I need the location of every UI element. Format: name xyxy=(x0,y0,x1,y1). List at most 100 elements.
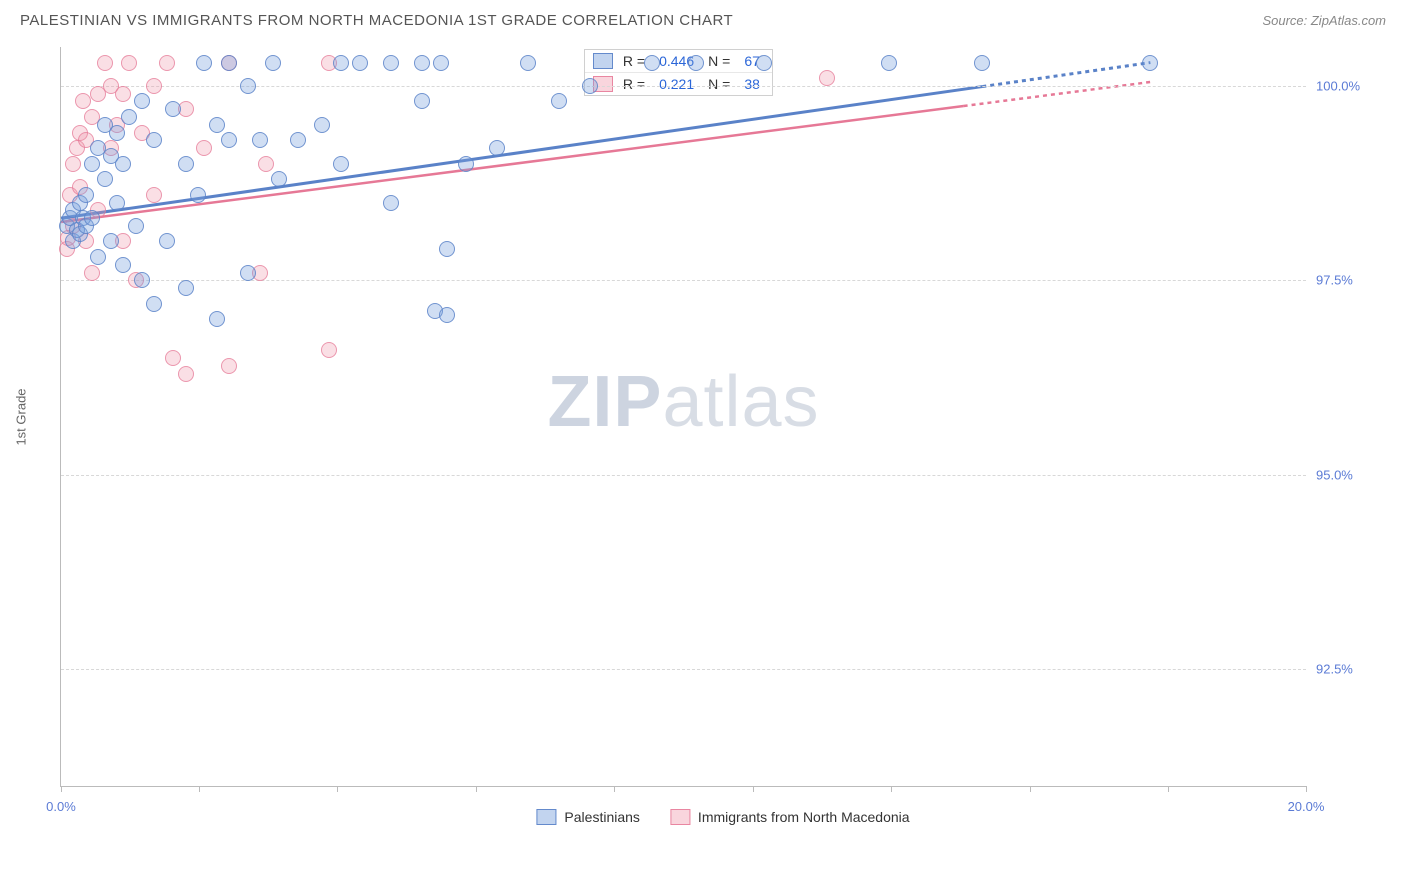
data-point xyxy=(688,55,704,71)
data-point xyxy=(271,171,287,187)
correlation-row: R =0.221N =38 xyxy=(585,72,772,95)
correlation-legend: R =0.446N =67R =0.221N =38 xyxy=(584,49,773,96)
data-point xyxy=(178,280,194,296)
data-point xyxy=(352,55,368,71)
data-point xyxy=(165,350,181,366)
data-point xyxy=(209,117,225,133)
data-point xyxy=(414,55,430,71)
data-point xyxy=(819,70,835,86)
data-point xyxy=(1142,55,1158,71)
trend-lines xyxy=(61,47,1306,786)
data-point xyxy=(489,140,505,156)
y-tick-label: 95.0% xyxy=(1316,467,1376,482)
data-point xyxy=(75,93,91,109)
r-label: R = xyxy=(623,53,645,69)
data-point xyxy=(97,55,113,71)
data-point xyxy=(439,241,455,257)
chart-title: PALESTINIAN VS IMMIGRANTS FROM NORTH MAC… xyxy=(20,12,733,29)
data-point xyxy=(134,272,150,288)
plot-region: ZIPatlas 1st Grade R =0.446N =67R =0.221… xyxy=(60,47,1306,787)
data-point xyxy=(321,342,337,358)
data-point xyxy=(333,156,349,172)
data-point xyxy=(551,93,567,109)
data-point xyxy=(115,257,131,273)
data-point xyxy=(109,195,125,211)
data-point xyxy=(121,55,137,71)
x-tick-label: 0.0% xyxy=(46,799,76,814)
chart-area: ZIPatlas 1st Grade R =0.446N =67R =0.221… xyxy=(60,37,1386,827)
x-tick xyxy=(1168,786,1169,792)
data-point xyxy=(252,132,268,148)
y-tick-label: 92.5% xyxy=(1316,662,1376,677)
data-point xyxy=(115,156,131,172)
series-legend: Palestinians Immigrants from North Macedo… xyxy=(536,809,909,825)
data-point xyxy=(146,187,162,203)
data-point xyxy=(103,233,119,249)
data-point xyxy=(333,55,349,71)
data-point xyxy=(314,117,330,133)
data-point xyxy=(265,55,281,71)
data-point xyxy=(258,156,274,172)
r-value: 0.221 xyxy=(655,76,698,92)
data-point xyxy=(221,132,237,148)
data-point xyxy=(128,218,144,234)
data-point xyxy=(90,249,106,265)
data-point xyxy=(433,55,449,71)
x-tick xyxy=(1030,786,1031,792)
data-point xyxy=(221,358,237,374)
data-point xyxy=(221,55,237,71)
y-tick-label: 97.5% xyxy=(1316,273,1376,288)
legend-label: Palestinians xyxy=(564,809,640,825)
n-label: N = xyxy=(708,53,730,69)
legend-item: Immigrants from North Macedonia xyxy=(670,809,910,825)
data-point xyxy=(97,171,113,187)
data-point xyxy=(582,78,598,94)
data-point xyxy=(159,55,175,71)
data-point xyxy=(383,195,399,211)
x-tick xyxy=(476,786,477,792)
data-point xyxy=(146,78,162,94)
correlation-row: R =0.446N =67 xyxy=(585,50,772,72)
legend-item: Palestinians xyxy=(536,809,640,825)
x-tick xyxy=(61,786,62,792)
data-point xyxy=(196,140,212,156)
chart-source: Source: ZipAtlas.com xyxy=(1262,13,1386,28)
chart-header: PALESTINIAN VS IMMIGRANTS FROM NORTH MAC… xyxy=(0,0,1406,37)
x-tick xyxy=(199,786,200,792)
data-point xyxy=(165,101,181,117)
y-axis-label: 1st Grade xyxy=(14,388,29,445)
legend-swatch xyxy=(593,53,613,69)
data-point xyxy=(458,156,474,172)
x-tick xyxy=(337,786,338,792)
data-point xyxy=(178,366,194,382)
data-point xyxy=(78,187,94,203)
data-point xyxy=(209,311,225,327)
y-tick-label: 100.0% xyxy=(1316,78,1376,93)
data-point xyxy=(178,156,194,172)
data-point xyxy=(84,156,100,172)
data-point xyxy=(756,55,772,71)
x-tick xyxy=(614,786,615,792)
data-point xyxy=(383,55,399,71)
legend-label: Immigrants from North Macedonia xyxy=(698,809,910,825)
data-point xyxy=(84,265,100,281)
legend-swatch xyxy=(670,809,690,825)
data-point xyxy=(439,307,455,323)
data-point xyxy=(109,125,125,141)
gridline xyxy=(61,475,1306,476)
data-point xyxy=(290,132,306,148)
data-point xyxy=(190,187,206,203)
data-point xyxy=(84,210,100,226)
x-tick xyxy=(753,786,754,792)
n-value: 38 xyxy=(740,76,764,92)
data-point xyxy=(881,55,897,71)
data-point xyxy=(974,55,990,71)
data-point xyxy=(146,296,162,312)
data-point xyxy=(644,55,660,71)
data-point xyxy=(146,132,162,148)
x-tick-label: 20.0% xyxy=(1288,799,1325,814)
r-label: R = xyxy=(623,76,645,92)
data-point xyxy=(520,55,536,71)
data-point xyxy=(134,93,150,109)
data-point xyxy=(196,55,212,71)
